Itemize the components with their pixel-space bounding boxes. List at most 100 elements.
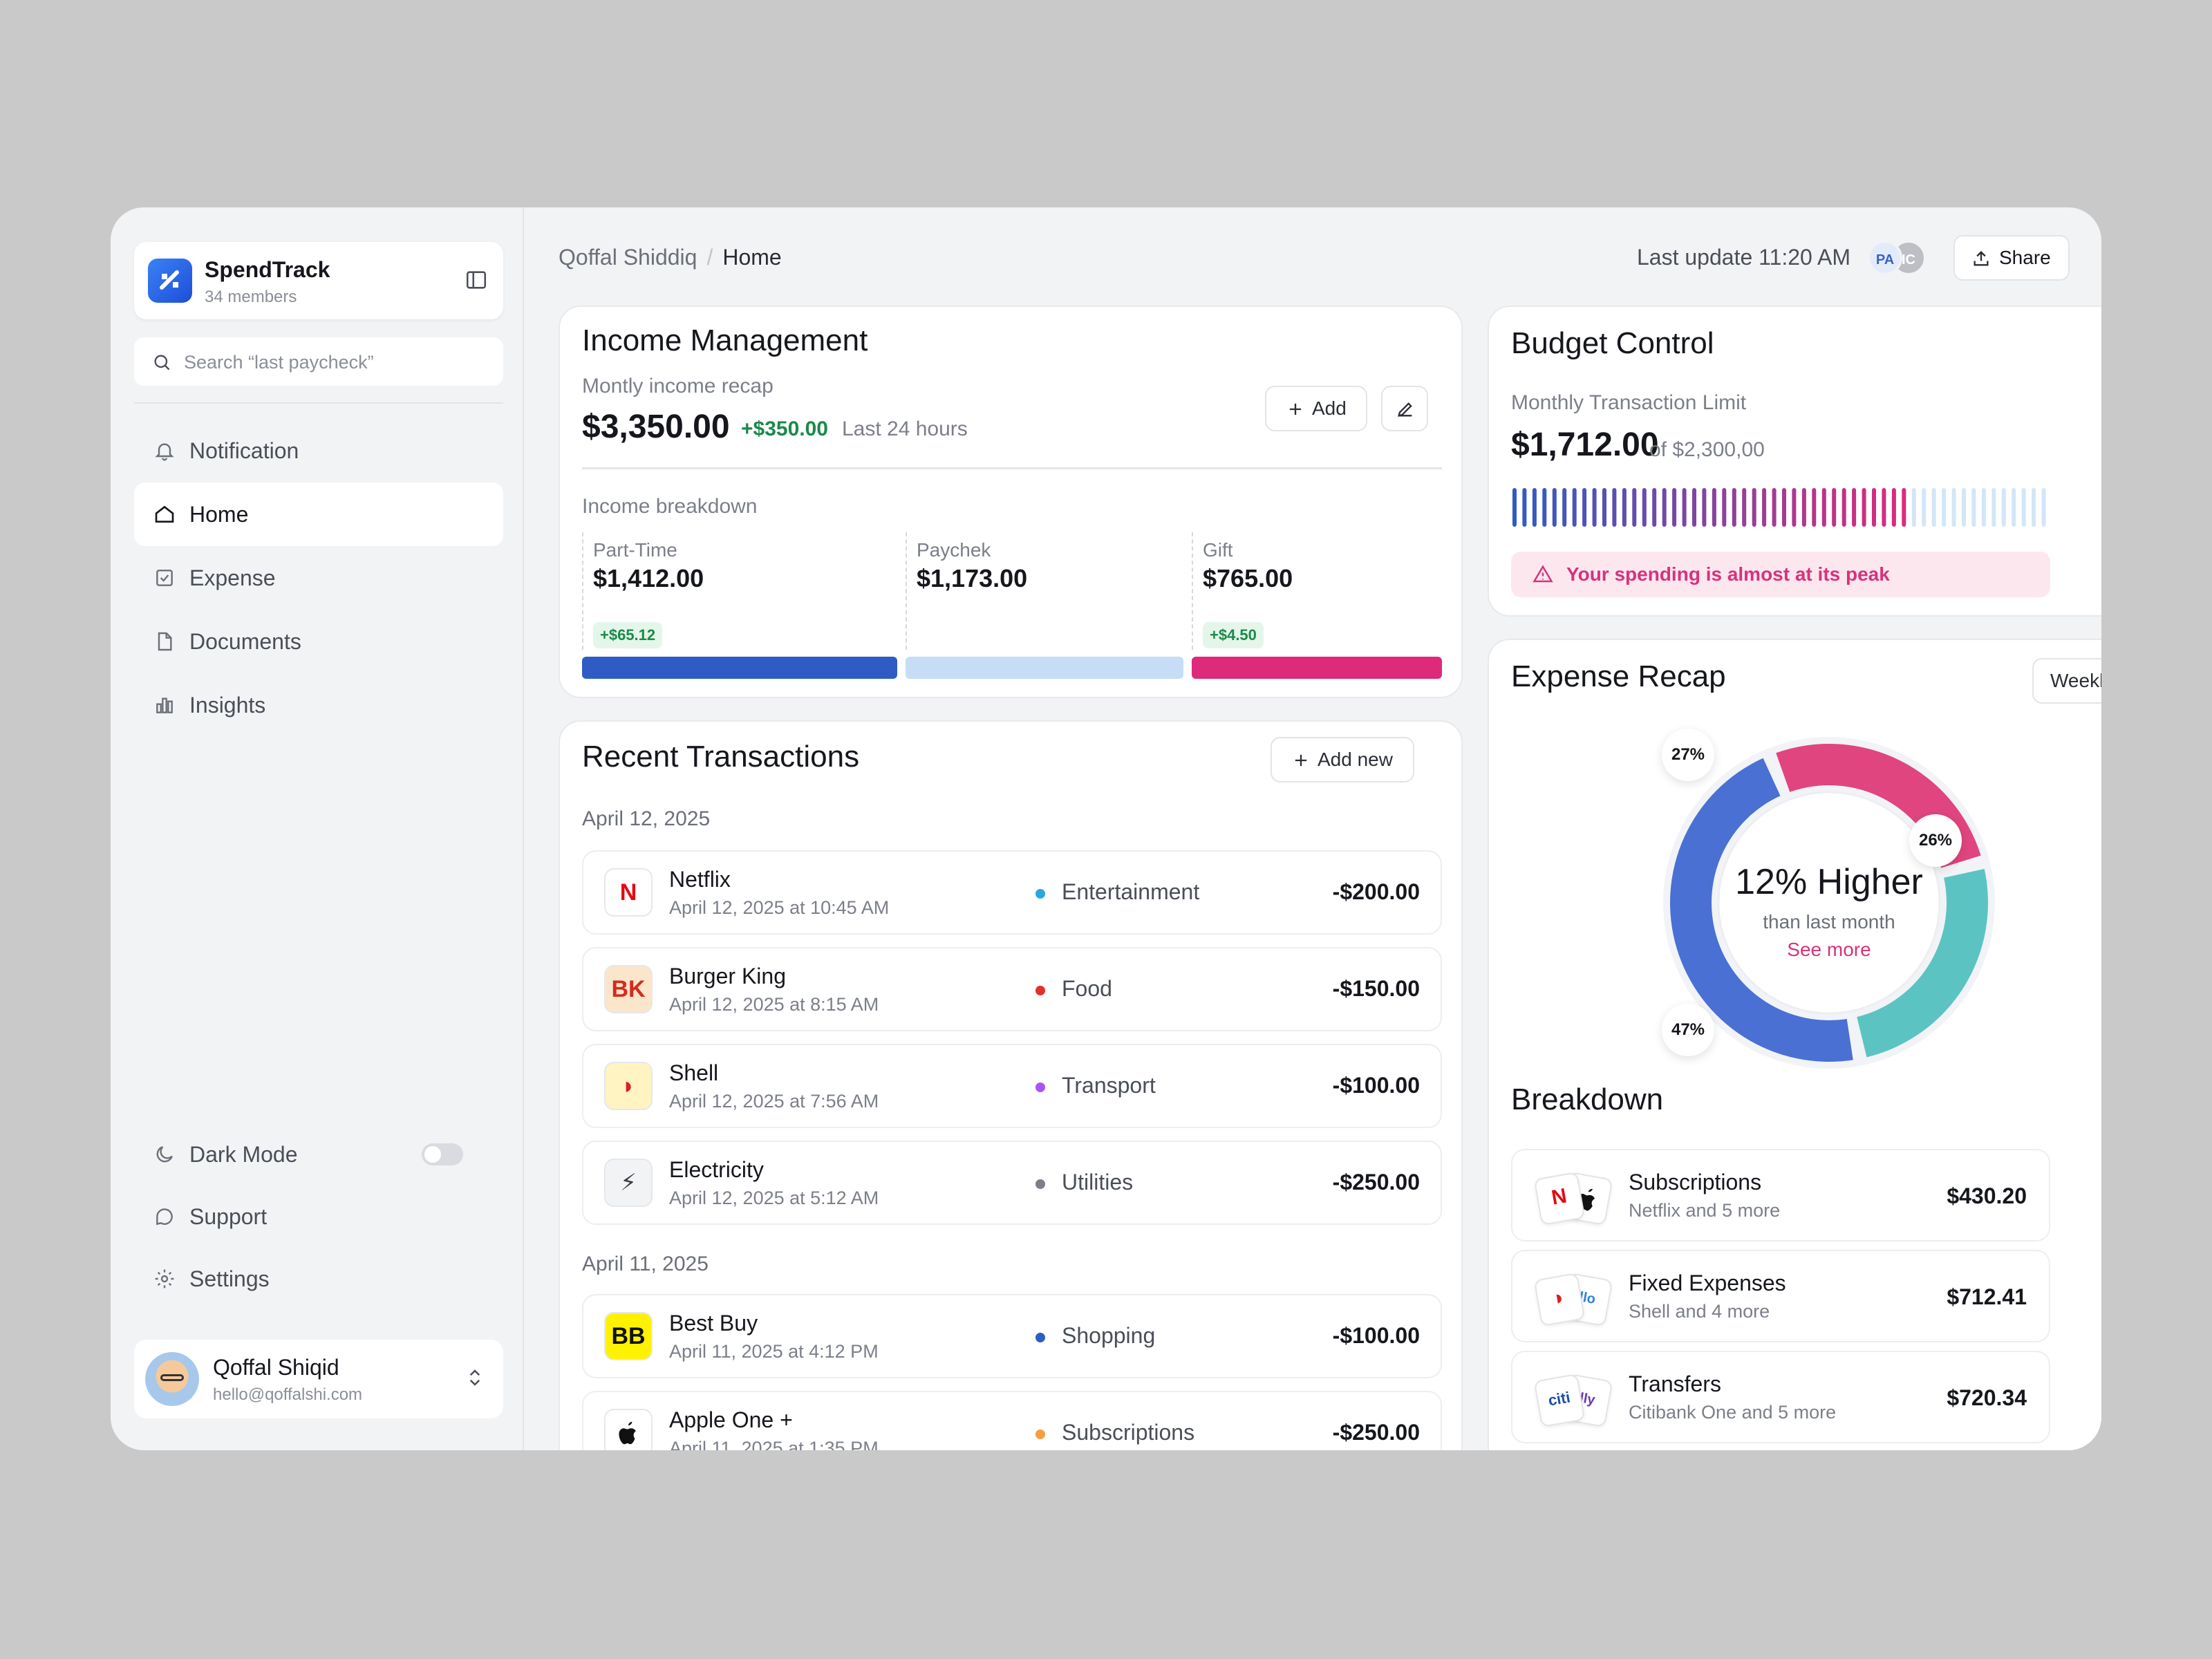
donut-subtext: than last month xyxy=(1763,911,1895,932)
add-new-transaction-button[interactable]: Add new xyxy=(1271,737,1414,782)
upload-icon xyxy=(1974,251,1989,266)
breadcrumb-user[interactable]: Qoffal Shiddiq xyxy=(559,245,697,270)
chat-bubble-icon xyxy=(156,1208,173,1226)
edit-income-button[interactable] xyxy=(1381,386,1428,431)
segment-label: Part-Time xyxy=(593,539,677,561)
date-group-label: April 11, 2025 xyxy=(582,1253,709,1275)
sidebar-item-insights[interactable]: Insights xyxy=(134,673,503,737)
transaction-row[interactable]: N Netflix April 12, 2025 at 10:45 AM Entert… xyxy=(582,850,1442,935)
transaction-category: Entertainment xyxy=(1062,879,1200,904)
income-amount: $3,350.00 xyxy=(582,409,730,445)
user-account-menu[interactable]: Qoffal Shiqid hello@qoffalshi.com xyxy=(134,1340,503,1418)
transaction-amount: -$100.00 xyxy=(1332,1073,1420,1098)
segment-bar xyxy=(1192,657,1442,679)
transaction-row[interactable]: ◗ Shell April 12, 2025 at 7:56 AM Transport… xyxy=(582,1044,1442,1128)
breadcrumb-current: Home xyxy=(722,245,782,270)
sidebar-item-label: Home xyxy=(189,502,249,527)
recent-transactions-card: Recent Transactions Add new April 12, 20… xyxy=(559,720,1463,1450)
warning-triangle-icon xyxy=(1533,565,1553,583)
period-select[interactable]: Weekly xyxy=(2032,658,2101,704)
budget-meter-tick xyxy=(1882,488,1886,527)
breakdown-row[interactable]: citi lly Transfers Citibank One and 5 more $… xyxy=(1511,1351,2050,1443)
budget-meter-tick xyxy=(1962,488,1966,527)
document-icon xyxy=(158,632,172,651)
add-income-button[interactable]: Add xyxy=(1265,386,1367,431)
segment-value: $1,412.00 xyxy=(593,564,704,592)
segment-bar xyxy=(906,657,1183,679)
breakdown-row[interactable]: N Subscriptions Netflix and 5 more $430.20 xyxy=(1511,1149,2050,1241)
card-title: Income Management xyxy=(582,324,868,357)
merchant-name: Electricity xyxy=(669,1157,764,1182)
expense-recap-card: Expense Recap Weekly 12% Higher than las… xyxy=(1488,639,2101,1450)
sidebar-item-notification[interactable]: Notification xyxy=(134,419,503,482)
merchant-name: Burger King xyxy=(669,964,786,988)
donut-slice[interactable] xyxy=(1857,869,1988,1058)
sidebar-item-label: Documents xyxy=(189,629,301,654)
merchant-logo-icon: N xyxy=(604,868,653,917)
workspace-members: 34 members xyxy=(205,288,297,306)
plus-icon xyxy=(1295,754,1307,767)
budget-meter-tick xyxy=(1672,488,1677,527)
transaction-amount: -$250.00 xyxy=(1332,1420,1420,1445)
budget-meter-tick xyxy=(1722,488,1727,527)
share-label: Share xyxy=(1999,247,2051,268)
see-more-link[interactable]: See more xyxy=(1787,939,1871,960)
budget-meter-tick xyxy=(1852,488,1857,527)
divider xyxy=(582,467,1442,469)
budget-meter-tick xyxy=(1572,488,1577,527)
segment-bar xyxy=(582,657,897,679)
breakdown-row[interactable]: ◗ llo Fixed Expenses Shell and 4 more $712.4… xyxy=(1511,1250,2050,1342)
segment-label: Gift xyxy=(1203,539,1233,561)
segment-divider xyxy=(906,532,907,650)
slice-percent-label: 27% xyxy=(1662,729,1714,781)
budget-meter-tick xyxy=(1652,488,1657,527)
bar-chart-icon xyxy=(156,697,173,713)
sidebar-item-documents[interactable]: Documents xyxy=(134,610,503,673)
budget-meter-tick xyxy=(1782,488,1786,527)
sidebar-item-dark-mode: Dark Mode xyxy=(134,1123,503,1186)
dark-mode-toggle[interactable] xyxy=(422,1143,463,1165)
donut-slice[interactable] xyxy=(1670,758,1853,1062)
budget-meter-tick xyxy=(1742,488,1747,527)
budget-meter-tick xyxy=(1732,488,1736,527)
merchant-logo-icon: ◗ xyxy=(1533,1272,1586,1327)
budget-meter-tick xyxy=(1552,488,1557,527)
budget-meter-tick xyxy=(1712,488,1716,527)
bell-icon xyxy=(155,443,174,461)
expense-donut-chart xyxy=(1663,737,1995,1069)
budget-meter-tick xyxy=(1522,488,1527,527)
search-box xyxy=(134,337,503,387)
add-label: Add xyxy=(1312,397,1347,419)
transaction-row[interactable]: BK Burger King April 12, 2025 at 8:15 AM Fo… xyxy=(582,947,1442,1031)
budget-meter-tick xyxy=(1951,488,1956,527)
sidebar-collapse-icon[interactable] xyxy=(465,268,488,292)
budget-meter-tick xyxy=(1991,488,1996,527)
transaction-category: Transport xyxy=(1062,1073,1156,1098)
sidebar-item-settings[interactable]: Settings xyxy=(134,1247,503,1311)
collaborator-avatar[interactable]: PA xyxy=(1868,241,1902,275)
income-subtitle: Montly income recap xyxy=(582,375,774,397)
sidebar-item-home[interactable]: Home xyxy=(134,482,503,546)
transaction-row[interactable]: Apple One + April 11, 2025 at 1:35 PM Subs… xyxy=(582,1391,1442,1450)
segment-delta-badge: +$4.50 xyxy=(1203,622,1264,648)
category-dot xyxy=(1035,1333,1045,1342)
budget-meter-tick xyxy=(1602,488,1606,527)
sidebar-item-support[interactable]: Support xyxy=(134,1185,503,1248)
share-button[interactable]: Share xyxy=(1953,235,2070,281)
income-delta-label: Last 24 hours xyxy=(842,418,968,440)
search-input[interactable] xyxy=(182,337,489,387)
merchant-logo-stack: N xyxy=(1533,1171,1613,1226)
sidebar-item-expense[interactable]: Expense xyxy=(134,546,503,610)
budget-meter-tick xyxy=(2001,488,2006,527)
sidebar-item-label: Insights xyxy=(189,693,266,718)
workspace-switcher[interactable]: SpendTrack 34 members xyxy=(134,242,503,319)
date-group-label: April 12, 2025 xyxy=(582,807,711,830)
transaction-row[interactable]: BB Best Buy April 11, 2025 at 4:12 PM Shopp… xyxy=(582,1294,1442,1378)
transaction-row[interactable]: ⚡ Electricity April 12, 2025 at 5:12 AM Uti… xyxy=(582,1141,1442,1225)
avatar xyxy=(145,1352,199,1406)
moon-icon xyxy=(156,1146,173,1163)
budget-meter-tick xyxy=(1642,488,1647,527)
transaction-date: April 12, 2025 at 5:12 AM xyxy=(669,1188,879,1208)
budget-meter-tick xyxy=(1562,488,1567,527)
breakdown-amount: $430.20 xyxy=(1947,1183,2027,1208)
